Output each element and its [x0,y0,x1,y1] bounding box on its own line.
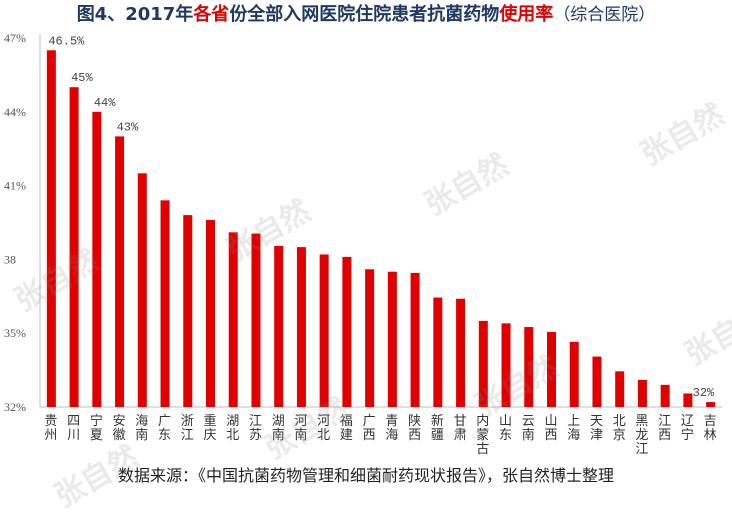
data-label: 43% [117,120,139,134]
bar [501,323,511,407]
bar [410,272,420,407]
y-tick-label: 32% [4,400,26,414]
data-label: 44% [94,96,116,110]
title-highlight-provinces: 各省 [193,4,230,25]
x-tick-label: 湖南 [272,414,285,443]
bar [478,320,488,407]
x-tick-label: 广东 [158,414,171,443]
bar [274,245,284,407]
x-tick-label: 辽宁 [681,414,694,443]
title-part-1: 图4、2017年 [76,4,194,25]
x-tick-label: 浙江 [181,414,194,443]
bar [683,393,693,407]
y-tick-label: 38 [4,252,16,266]
bar [251,233,261,407]
x-tick-label: 新疆 [431,413,444,443]
bar [637,379,647,407]
bar [456,298,466,407]
bar [365,269,375,407]
x-tick-label: 河南 [294,414,307,443]
x-tick-label: 云南 [522,414,535,443]
bar [615,371,625,407]
x-tick-label: 河北 [317,414,330,443]
chart-title: 图4、2017年各省份全部入网医院住院患者抗菌药物使用率（综合医院） [0,2,732,28]
x-tick-label: 上海 [567,414,580,443]
data-label: 45% [71,71,93,85]
y-tick-label: 35% [4,326,26,340]
bar [92,111,102,408]
bar [137,173,147,407]
x-tick-label: 海南 [135,414,148,443]
x-tick-label: 安徽 [113,414,126,443]
x-tick-label: 贵州 [44,414,57,443]
bar [160,200,170,407]
x-tick-label: 黑龙江 [635,414,648,457]
x-tick-label: 广西 [363,414,376,443]
x-tick-label: 宁夏 [90,413,103,443]
bar [387,271,397,407]
bar [524,327,534,407]
x-tick-label: 内蒙古 [476,413,489,457]
x-tick-label: 山西 [545,414,558,443]
x-tick-label: 山东 [499,414,512,443]
data-label: 46.5% [48,34,85,48]
bar [228,232,238,407]
y-tick-label: 44% [4,105,26,119]
bar [69,87,79,407]
x-tick-label: 青海 [385,414,398,443]
bar [115,136,125,407]
title-subtitle: （综合医院） [553,5,656,25]
x-tick-label: 天津 [590,414,603,443]
x-tick-label: 陕西 [408,414,421,443]
x-tick-label: 北京 [613,414,626,443]
source-note: 数据来源：《中国抗菌药物管理和细菌耐药现状报告》，张自然博士整理 [117,466,614,485]
title-part-3: 份全部入网医院住院患者抗菌药物 [229,4,500,25]
bar [296,247,306,407]
bar [183,215,193,407]
y-tick-label: 41% [4,179,26,193]
x-tick-label: 江苏 [249,414,262,443]
x-tick-label: 江西 [658,414,671,443]
bar-chart: 47%44%41%3835%32%贵州四川宁夏安徽海南广东浙江重庆湖北江苏湖南河… [4,31,722,457]
x-tick-label: 重庆 [204,413,217,443]
x-tick-label: 甘肃 [454,414,467,443]
title-highlight-rate: 使用率 [499,4,554,25]
bar [706,402,716,407]
bar [342,256,352,407]
x-tick-label: 吉林 [704,414,717,443]
bar [46,50,56,408]
x-tick-label: 福建 [340,414,353,443]
bar [319,254,329,407]
x-tick-label: 四川 [67,414,80,443]
bar [206,220,215,407]
bar [547,331,556,407]
y-tick-label: 47% [4,31,26,45]
bar [433,297,443,407]
bar [569,341,579,407]
bar [660,384,670,407]
data-label: 32% [693,386,715,400]
x-tick-label: 湖北 [226,414,239,443]
bar [592,356,602,407]
